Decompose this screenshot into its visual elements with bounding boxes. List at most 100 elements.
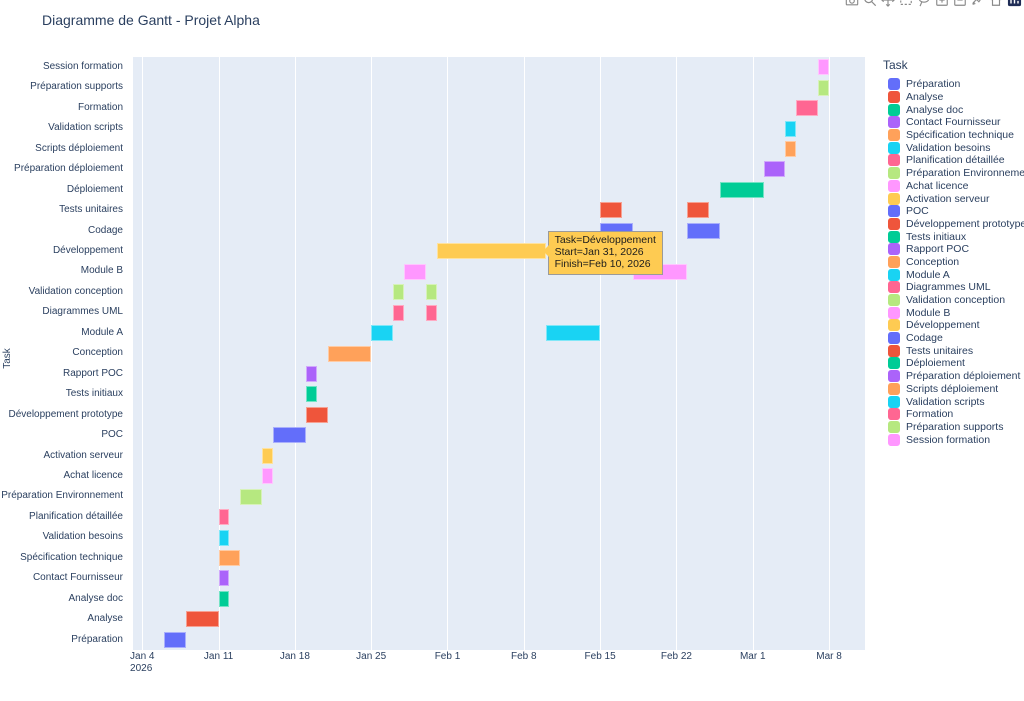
legend-item[interactable]: Préparation (881, 78, 1024, 91)
legend-item[interactable]: Contact Fournisseur (881, 116, 1024, 129)
gantt-bar[interactable] (818, 59, 830, 76)
legend-item[interactable]: Validation conception (881, 294, 1024, 307)
legend-item[interactable]: Analyse doc (881, 103, 1024, 116)
y-tick-label: POC (101, 429, 123, 441)
x-tick-label: Jan 25 (356, 651, 387, 662)
legend-item[interactable]: Codage (881, 332, 1024, 345)
gantt-bar[interactable] (425, 304, 437, 321)
legend-item[interactable]: Planification détaillée (881, 154, 1024, 167)
legend-item[interactable]: Session formation (881, 433, 1024, 446)
legend-item[interactable]: Préparation supports (881, 420, 1024, 434)
x-tick-label: Jan 4 2026 (130, 651, 155, 674)
legend-swatch-icon (888, 167, 900, 180)
legend-item[interactable]: Analyse (881, 91, 1024, 104)
chart-title: Diagramme de Gantt - Projet Alpha (42, 12, 260, 28)
y-tick-label: Contact Fournisseur (32, 572, 123, 584)
legend-item-label: Développement (906, 319, 980, 332)
legend-item[interactable]: Formation (881, 408, 1024, 421)
gantt-bar[interactable] (436, 243, 546, 260)
gantt-bar[interactable] (796, 100, 819, 117)
legend-item[interactable]: Tests initiaux (881, 230, 1024, 243)
gridline (829, 57, 831, 650)
legend-item-label: Conception (906, 255, 960, 268)
y-tick-label: Préparation (71, 633, 123, 645)
gantt-bar[interactable] (687, 202, 710, 219)
gridline (294, 57, 296, 650)
x-tick-label: Mar 1 (739, 651, 766, 662)
legend-item[interactable]: Achat licence (881, 179, 1024, 193)
gantt-bar[interactable] (371, 325, 393, 342)
zoom-magnifier-icon[interactable] (863, 0, 877, 7)
legend-item[interactable]: Spécification technique (881, 129, 1024, 142)
gantt-bar[interactable] (763, 161, 786, 178)
gantt-bar[interactable] (305, 386, 317, 403)
gantt-bar[interactable] (785, 141, 797, 158)
legend-item[interactable]: Développement (881, 319, 1024, 332)
gantt-bar[interactable] (218, 529, 230, 546)
gantt-bar[interactable] (392, 284, 404, 301)
lasso-select-icon[interactable] (917, 0, 931, 7)
gantt-bar[interactable] (305, 406, 328, 423)
legend-item[interactable]: Rapport POC (881, 243, 1024, 256)
y-tick-label: Développement (52, 245, 123, 257)
pan-arrows-icon[interactable] (881, 0, 895, 7)
y-tick-label: Développement prototype (8, 408, 123, 420)
gantt-bar[interactable] (218, 590, 230, 607)
legend-item[interactable]: Préparation déploiement (881, 370, 1024, 383)
legend-item-label: Tests unitaires (906, 344, 974, 357)
reset-home-icon[interactable] (989, 0, 1003, 7)
gantt-bar[interactable] (262, 468, 274, 485)
y-axis-labels: Session formation Préparation supports For… (0, 57, 128, 650)
legend-item[interactable]: Module B (881, 306, 1024, 319)
gantt-bar[interactable] (273, 427, 306, 444)
legend-item[interactable]: Validation scripts (881, 395, 1024, 408)
plot-area[interactable] (133, 57, 865, 650)
autoscale-icon[interactable] (971, 0, 985, 7)
gantt-bar[interactable] (218, 549, 241, 566)
legend-swatch-icon (888, 103, 900, 116)
gantt-bar[interactable] (392, 304, 404, 321)
legend-item[interactable]: Déploiement (881, 357, 1024, 370)
legend-item[interactable]: Développement prototype (881, 217, 1024, 231)
box-select-icon[interactable] (899, 0, 913, 7)
legend-swatch-icon (888, 344, 900, 357)
legend-item[interactable]: Tests unitaires (881, 344, 1024, 357)
gantt-bar[interactable] (218, 509, 230, 526)
legend-item-label: Préparation Environnement (906, 167, 1024, 180)
legend-item[interactable]: Scripts déploiement (881, 382, 1024, 396)
legend-item[interactable]: Conception (881, 255, 1024, 269)
gridline (218, 57, 220, 650)
gantt-bar[interactable] (185, 611, 219, 628)
legend-item[interactable]: Validation besoins (881, 141, 1024, 154)
gantt-bar[interactable] (403, 263, 426, 280)
zoom-in-icon[interactable] (935, 0, 949, 7)
x-tick-label: Feb 1 (434, 651, 461, 662)
y-tick-label: Analyse doc (68, 592, 123, 604)
gridline (523, 57, 525, 650)
legend-item[interactable]: Module A (881, 268, 1024, 281)
gantt-bar[interactable] (545, 325, 601, 342)
gantt-bar[interactable] (305, 365, 317, 382)
gantt-bar[interactable] (687, 222, 720, 239)
legend-item[interactable]: Préparation Environnement (881, 167, 1024, 180)
gantt-bar[interactable] (818, 79, 830, 96)
gantt-bar[interactable] (240, 488, 263, 505)
legend-item[interactable]: POC (881, 205, 1024, 218)
gantt-bar[interactable] (785, 120, 797, 137)
zoom-out-icon[interactable] (953, 0, 967, 7)
gantt-bar[interactable] (720, 181, 764, 198)
legend-item[interactable]: Diagrammes UML (881, 281, 1024, 294)
gantt-bar[interactable] (327, 345, 372, 362)
plotly-logo-icon[interactable] (1007, 0, 1022, 7)
legend-swatch-icon (888, 433, 900, 446)
gridline (752, 57, 754, 650)
camera-download-icon[interactable] (845, 0, 859, 7)
legend-item[interactable]: Activation serveur (881, 192, 1024, 205)
legend-swatch-icon (888, 91, 900, 104)
gantt-bar[interactable] (164, 631, 186, 648)
gantt-bar[interactable] (262, 447, 274, 464)
y-tick-label: Activation serveur (43, 449, 123, 461)
gantt-bar[interactable] (218, 570, 230, 587)
gantt-bar[interactable] (425, 284, 437, 301)
gantt-bar[interactable] (600, 202, 622, 219)
